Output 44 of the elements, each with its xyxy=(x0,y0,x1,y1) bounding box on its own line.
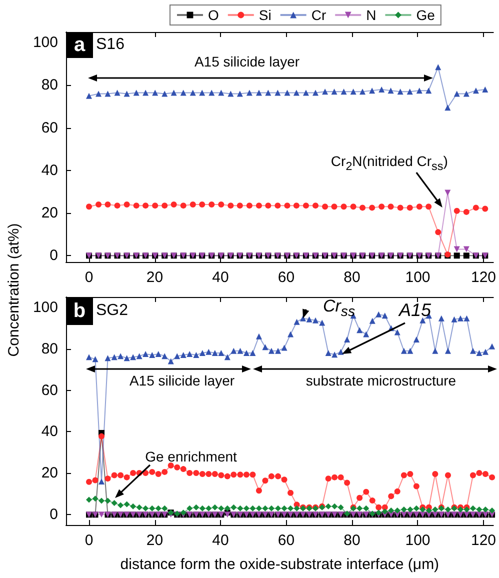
legend-label: O xyxy=(208,7,219,23)
y-tick-label: 60 xyxy=(41,382,58,399)
x-tick-label: 60 xyxy=(278,269,295,286)
y-tick-label: 20 xyxy=(41,204,58,222)
annotation: A15 silicide layer xyxy=(129,372,235,389)
x-tick-label: 0 xyxy=(84,269,94,286)
annotation: Ge enrichment xyxy=(145,448,237,465)
x-tick-label: 20 xyxy=(146,532,164,549)
x-axis-title: distance form the oxide-substrate interface (μm) xyxy=(120,556,440,573)
y-tick-label: 80 xyxy=(41,340,58,358)
annotation: Cr$_{2}$N(nitrided Cr$_{ss}$) xyxy=(330,154,448,174)
annotation: b xyxy=(66,297,93,325)
x-tick-label: 40 xyxy=(212,532,229,549)
x-tick-label: 60 xyxy=(278,532,295,549)
x-tick-label: 100 xyxy=(405,269,430,286)
y-axis-title: Concentration (at%) xyxy=(6,223,22,357)
legend-label: N xyxy=(366,7,376,23)
x-tick-label: 80 xyxy=(344,532,360,549)
annotation: A15 xyxy=(398,300,432,321)
x-tick-label: 0 xyxy=(84,532,94,549)
x-tick-label: 20 xyxy=(146,269,164,286)
x-tick-label: 80 xyxy=(344,269,360,286)
y-tick-label: 60 xyxy=(41,119,58,136)
y-tick-label: 100 xyxy=(32,298,58,316)
annotation: SG2 xyxy=(96,302,128,320)
y-tick-label: 80 xyxy=(41,76,58,94)
x-tick-label: 120 xyxy=(470,532,496,549)
legend-label: Si xyxy=(258,7,272,23)
legend-label: Ge xyxy=(416,7,436,23)
y-tick-label: 40 xyxy=(41,162,58,179)
x-tick-label: 120 xyxy=(470,269,496,286)
annotation: A15 silicide layer xyxy=(194,53,300,70)
annotation: a xyxy=(66,32,93,58)
y-tick-label: 20 xyxy=(41,464,58,482)
y-tick-label: 0 xyxy=(50,506,58,524)
legend-label: Cr xyxy=(311,7,326,23)
x-tick-label: 40 xyxy=(212,269,229,286)
y-tick-label: 40 xyxy=(41,423,58,440)
y-tick-label: 100 xyxy=(32,34,58,52)
annotation: substrate microstructure xyxy=(306,372,456,389)
x-tick-label: 100 xyxy=(405,532,430,549)
annotation: S16 xyxy=(96,36,124,54)
annotation: Cr$_{ss}$ xyxy=(322,296,356,321)
y-tick-label: 0 xyxy=(50,247,58,264)
